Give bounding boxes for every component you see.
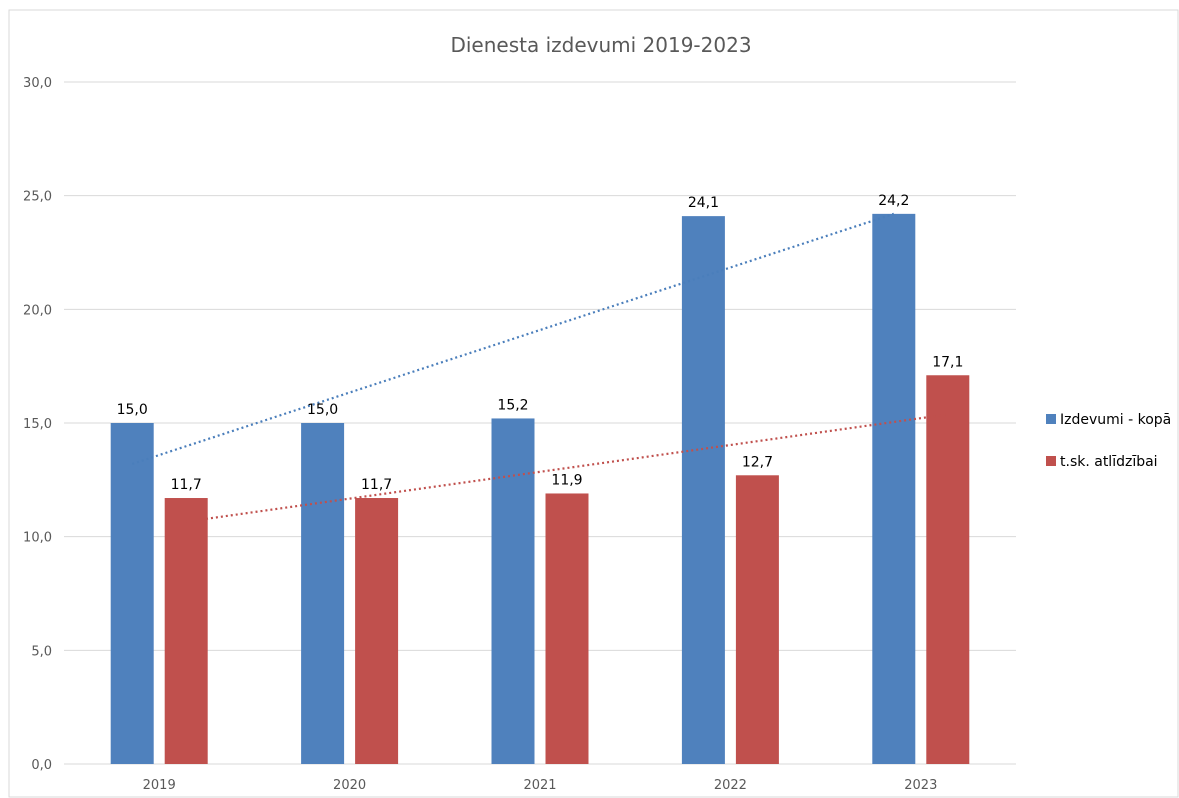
data-labels: 15,0 11,7 15,0 11,7 15,2 11,9 24,1 12,7 24,2 17,1 (117, 193, 964, 493)
bar (110, 423, 154, 764)
legend-label: Izdevumi - kopā (1060, 412, 1171, 428)
data-label: 15,2 (497, 397, 528, 413)
bar (164, 498, 208, 764)
legend: Izdevumi - kopā t.sk. atlīdzībai (1046, 412, 1171, 470)
legend-swatch (1046, 414, 1056, 424)
y-tick-label: 10,0 (23, 531, 52, 546)
x-tick-label: 2019 (143, 778, 176, 793)
data-label: 17,1 (932, 354, 963, 370)
trendlines (131, 212, 948, 523)
data-label: 24,2 (878, 193, 909, 209)
x-axis-ticks: 2019 2020 2021 2022 2023 (143, 778, 938, 793)
chart-title: Dienesta izdevumi 2019-2023 (450, 33, 751, 57)
x-tick-label: 2020 (333, 778, 366, 793)
y-tick-label: 25,0 (23, 190, 52, 205)
gridlines (64, 81, 1016, 765)
trendline (131, 212, 895, 465)
y-tick-label: 20,0 (23, 303, 52, 318)
y-axis-ticks: 0,0 5,0 10,0 15,0 20,0 25,0 30,0 (23, 76, 52, 773)
legend-swatch (1046, 456, 1056, 466)
y-tick-label: 0,0 (31, 758, 52, 773)
bar (545, 493, 589, 764)
x-tick-label: 2022 (714, 778, 747, 793)
trendline (186, 413, 948, 523)
bar (301, 423, 345, 764)
data-label: 24,1 (688, 195, 719, 211)
bar (491, 418, 535, 764)
y-tick-label: 30,0 (23, 76, 52, 91)
data-label: 11,7 (361, 477, 392, 493)
bar (872, 213, 916, 764)
bar (681, 216, 725, 765)
x-tick-label: 2021 (523, 778, 556, 793)
bar (355, 498, 399, 764)
bar (926, 375, 970, 764)
bar (735, 475, 779, 764)
legend-label: t.sk. atlīdzībai (1060, 454, 1158, 470)
data-label: 11,7 (171, 477, 202, 493)
x-tick-label: 2023 (904, 778, 937, 793)
bars (110, 213, 970, 765)
data-label: 15,0 (307, 402, 338, 418)
data-label: 11,9 (551, 472, 582, 488)
data-label: 15,0 (117, 402, 148, 418)
y-tick-label: 15,0 (23, 417, 52, 432)
y-tick-label: 5,0 (31, 644, 52, 659)
data-label: 12,7 (742, 454, 773, 470)
